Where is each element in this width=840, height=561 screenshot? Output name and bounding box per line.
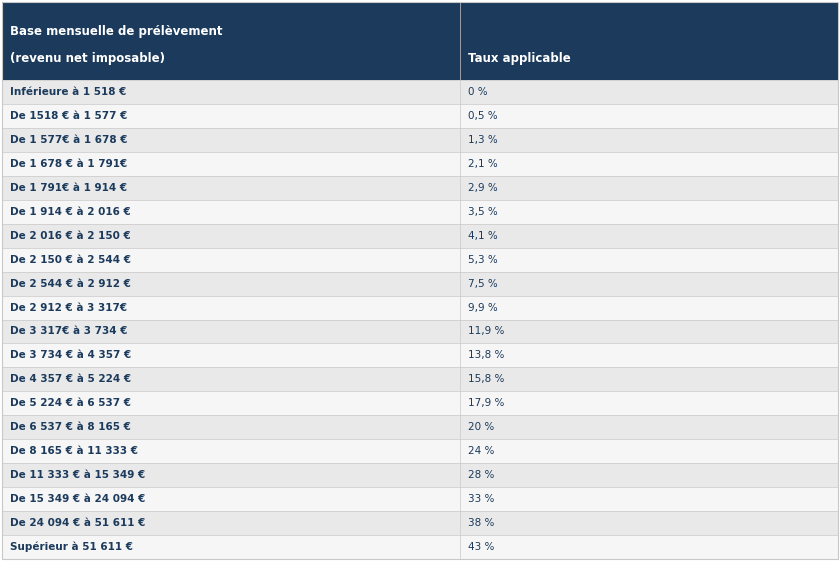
Bar: [2, 463, 460, 487]
Text: 11,9 %: 11,9 %: [468, 327, 505, 337]
Bar: [2, 487, 460, 511]
Text: 5,3 %: 5,3 %: [468, 255, 498, 265]
Bar: [460, 320, 838, 343]
Bar: [460, 535, 838, 559]
Bar: [2, 535, 460, 559]
Text: De 8 165 € à 11 333 €: De 8 165 € à 11 333 €: [10, 446, 138, 456]
Text: Inférieure à 1 518 €: Inférieure à 1 518 €: [10, 87, 126, 97]
Text: De 1 914 € à 2 016 €: De 1 914 € à 2 016 €: [10, 206, 131, 217]
Bar: [2, 511, 460, 535]
Text: De 1518 € à 1 577 €: De 1518 € à 1 577 €: [10, 111, 128, 121]
Text: De 2 150 € à 2 544 €: De 2 150 € à 2 544 €: [10, 255, 131, 265]
Text: Supérieur à 51 611 €: Supérieur à 51 611 €: [10, 542, 133, 552]
Text: 38 %: 38 %: [468, 518, 495, 528]
Text: De 2 544 € à 2 912 €: De 2 544 € à 2 912 €: [10, 279, 131, 288]
Text: 7,5 %: 7,5 %: [468, 279, 498, 288]
Bar: [2, 367, 460, 392]
Bar: [460, 511, 838, 535]
Bar: [460, 247, 838, 272]
Bar: [2, 176, 460, 200]
Text: De 1 577€ à 1 678 €: De 1 577€ à 1 678 €: [10, 135, 128, 145]
Bar: [2, 2, 838, 80]
Bar: [460, 104, 838, 128]
Text: 0 %: 0 %: [468, 87, 488, 97]
Bar: [2, 272, 460, 296]
Bar: [460, 296, 838, 320]
Bar: [460, 80, 838, 104]
Bar: [460, 415, 838, 439]
Text: De 4 357 € à 5 224 €: De 4 357 € à 5 224 €: [10, 374, 131, 384]
Text: 33 %: 33 %: [468, 494, 495, 504]
Text: De 11 333 € à 15 349 €: De 11 333 € à 15 349 €: [10, 470, 145, 480]
Bar: [460, 128, 838, 152]
Text: De 2 016 € à 2 150 €: De 2 016 € à 2 150 €: [10, 231, 131, 241]
Bar: [2, 247, 460, 272]
Bar: [2, 152, 460, 176]
Text: Taux applicable: Taux applicable: [468, 52, 571, 65]
Text: De 1 678 € à 1 791€: De 1 678 € à 1 791€: [10, 159, 127, 169]
Text: De 24 094 € à 51 611 €: De 24 094 € à 51 611 €: [10, 518, 145, 528]
Text: 13,8 %: 13,8 %: [468, 351, 505, 360]
Bar: [2, 296, 460, 320]
Bar: [460, 343, 838, 367]
Text: 2,9 %: 2,9 %: [468, 183, 498, 193]
Text: 1,3 %: 1,3 %: [468, 135, 498, 145]
Text: 3,5 %: 3,5 %: [468, 206, 498, 217]
Text: 43 %: 43 %: [468, 542, 495, 552]
Text: De 5 224 € à 6 537 €: De 5 224 € à 6 537 €: [10, 398, 131, 408]
Bar: [2, 392, 460, 415]
Bar: [2, 200, 460, 224]
Bar: [460, 200, 838, 224]
Text: 9,9 %: 9,9 %: [468, 302, 498, 312]
Text: (revenu net imposable): (revenu net imposable): [10, 52, 165, 65]
Bar: [2, 415, 460, 439]
Text: 20 %: 20 %: [468, 422, 495, 433]
Bar: [460, 176, 838, 200]
Bar: [2, 128, 460, 152]
Text: De 3 317€ à 3 734 €: De 3 317€ à 3 734 €: [10, 327, 128, 337]
Text: 0,5 %: 0,5 %: [468, 111, 498, 121]
Text: 28 %: 28 %: [468, 470, 495, 480]
Text: 2,1 %: 2,1 %: [468, 159, 498, 169]
Bar: [460, 224, 838, 247]
Text: 15,8 %: 15,8 %: [468, 374, 505, 384]
Text: 17,9 %: 17,9 %: [468, 398, 505, 408]
Bar: [2, 80, 460, 104]
Text: De 3 734 € à 4 357 €: De 3 734 € à 4 357 €: [10, 351, 131, 360]
Bar: [460, 392, 838, 415]
Bar: [460, 463, 838, 487]
Bar: [460, 367, 838, 392]
Bar: [460, 272, 838, 296]
Bar: [2, 320, 460, 343]
Text: 24 %: 24 %: [468, 446, 495, 456]
Bar: [2, 343, 460, 367]
Text: De 6 537 € à 8 165 €: De 6 537 € à 8 165 €: [10, 422, 131, 433]
Bar: [460, 487, 838, 511]
Bar: [2, 439, 460, 463]
Text: 4,1 %: 4,1 %: [468, 231, 498, 241]
Text: Base mensuelle de prélèvement: Base mensuelle de prélèvement: [10, 25, 223, 38]
Text: De 15 349 € à 24 094 €: De 15 349 € à 24 094 €: [10, 494, 145, 504]
Bar: [460, 152, 838, 176]
Bar: [2, 104, 460, 128]
Text: De 1 791€ à 1 914 €: De 1 791€ à 1 914 €: [10, 183, 127, 193]
Bar: [460, 439, 838, 463]
Bar: [2, 224, 460, 247]
Text: De 2 912 € à 3 317€: De 2 912 € à 3 317€: [10, 302, 127, 312]
